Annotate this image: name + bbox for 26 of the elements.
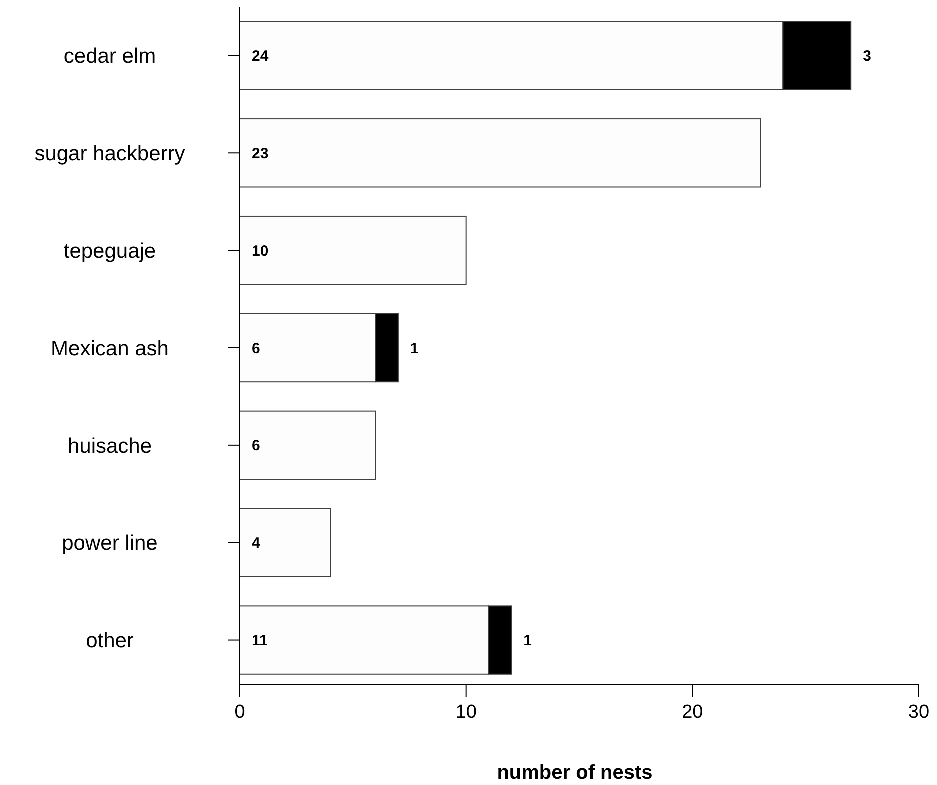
bar: [240, 508, 332, 578]
data-label: 11: [252, 632, 268, 650]
x-tick-label: 20: [682, 702, 704, 723]
x-tick-label: 10: [456, 702, 477, 723]
y-tick-label: sugar hackberry: [34, 142, 186, 166]
y-tick-label: other: [86, 630, 134, 653]
x-axis-title: number of nests: [497, 762, 653, 784]
data-label: 24: [252, 48, 270, 65]
y-tick-label: huisache: [68, 434, 152, 458]
data-label: 6: [252, 340, 260, 358]
data-label: 6: [252, 438, 260, 455]
y-tick-label: tepeguaje: [64, 240, 156, 263]
bar: [240, 118, 762, 188]
bar: [240, 216, 467, 286]
bar: [240, 410, 376, 480]
data-label: 1: [524, 632, 532, 650]
x-tick-label: 30: [908, 702, 930, 723]
data-label: 23: [252, 145, 269, 162]
y-tick-label: Mexican ash: [51, 337, 169, 360]
y-tick-label: power line: [62, 532, 158, 556]
y-tick-label: cedar elm: [64, 45, 156, 68]
x-tick-label: 0: [234, 702, 246, 723]
data-label: 4: [252, 535, 261, 552]
data-label: 1: [410, 340, 419, 358]
data-label: 3: [863, 48, 872, 65]
data-label: 10: [252, 242, 269, 260]
